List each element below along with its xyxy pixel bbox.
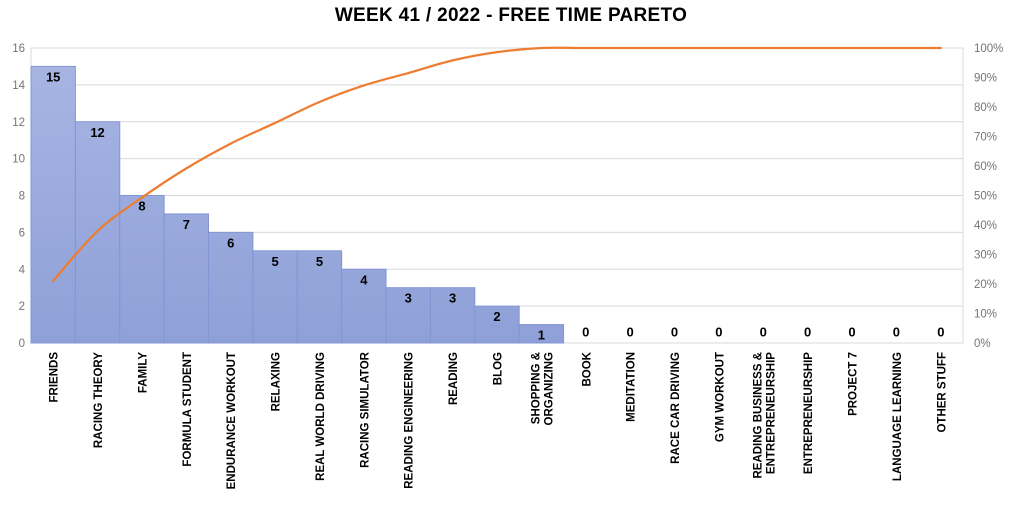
category-label-racing-simulator: RACING SIMULATOR bbox=[359, 351, 371, 468]
bar-formula-student[interactable] bbox=[163, 213, 210, 344]
category-label-meditation: MEDITATION bbox=[626, 352, 638, 422]
data-label-language-learning: 0 bbox=[893, 325, 900, 340]
left-axis-tick: 6 bbox=[19, 227, 25, 239]
bar-real-world-driving[interactable] bbox=[296, 250, 343, 344]
data-label-family: 8 bbox=[138, 199, 145, 214]
left-axis-tick: 0 bbox=[19, 338, 25, 350]
data-label-meditation: 0 bbox=[627, 325, 634, 340]
category-label-entrepreneurship: ENTREPRENEURSHIP bbox=[803, 352, 815, 474]
category-label-shopping-organizing: SHOPPING & bbox=[530, 352, 542, 424]
data-label-project-7: 0 bbox=[848, 325, 855, 340]
chart-title: WEEK 41 / 2022 - FREE TIME PARETO bbox=[334, 5, 688, 26]
cumulative-percent-line[interactable] bbox=[52, 46, 942, 282]
category-label-language-learning: LANGUAGE LEARNING bbox=[892, 352, 904, 481]
data-label-reading: 3 bbox=[449, 291, 456, 306]
data-label-relaxing: 5 bbox=[271, 254, 278, 269]
category-label-reading-business-entrepreneurship: READING BUSINESS & bbox=[752, 352, 764, 479]
left-axis-tick: 2 bbox=[19, 301, 25, 313]
category-label-shopping-organizing: ORGANIZING bbox=[543, 352, 555, 426]
category-label-family: FAMILY bbox=[137, 352, 149, 393]
category-label-blog: BLOG bbox=[493, 352, 505, 385]
bar-shopping-organizing[interactable] bbox=[518, 324, 565, 344]
bar-endurance-workout[interactable] bbox=[208, 231, 254, 344]
category-label-project-7: PROJECT 7 bbox=[848, 352, 860, 416]
right-axis-tick: 30% bbox=[974, 250, 997, 262]
data-label-gym-workout: 0 bbox=[715, 325, 722, 340]
right-axis-tick: 0% bbox=[974, 338, 991, 350]
category-label-friends: FRIENDS bbox=[49, 352, 61, 403]
category-label-reading-business-entrepreneurship: ENTREPRENEURSHIP bbox=[765, 352, 777, 474]
left-axis-tick: 4 bbox=[19, 264, 26, 276]
category-label-endurance-workout: ENDURANCE WORKOUT bbox=[226, 352, 238, 489]
right-axis-tick: 20% bbox=[974, 279, 997, 291]
right-axis-tick: 80% bbox=[974, 102, 997, 114]
right-axis-tick: 90% bbox=[974, 73, 997, 85]
right-axis-tick: 10% bbox=[974, 309, 997, 321]
category-label-reading-engineering: READING ENGINEERING bbox=[404, 352, 416, 489]
bar-racing-simulator[interactable] bbox=[341, 268, 387, 344]
category-label-other-stuff: OTHER STUFF bbox=[936, 352, 948, 433]
category-label-book: BOOK bbox=[581, 351, 593, 386]
left-axis-tick: 12 bbox=[12, 117, 25, 129]
data-label-book: 0 bbox=[582, 325, 589, 340]
category-label-relaxing: RELAXING bbox=[271, 352, 283, 411]
data-label-other-stuff: 0 bbox=[937, 325, 944, 340]
left-axis-tick: 10 bbox=[12, 154, 25, 166]
right-axis-tick: 50% bbox=[974, 191, 997, 203]
left-axis-tick: 8 bbox=[19, 191, 25, 203]
data-label-shopping-organizing: 1 bbox=[538, 328, 545, 343]
data-label-endurance-workout: 6 bbox=[227, 235, 234, 250]
data-label-reading-business-entrepreneurship: 0 bbox=[760, 325, 767, 340]
right-axis-tick: 40% bbox=[974, 220, 997, 232]
category-label-racing-theory: RACING THEORY bbox=[93, 352, 105, 448]
bar-family[interactable] bbox=[119, 195, 165, 344]
bar-relaxing[interactable] bbox=[252, 250, 298, 344]
right-axis-tick: 70% bbox=[974, 132, 997, 144]
category-label-gym-workout: GYM WORKOUT bbox=[714, 352, 726, 442]
category-label-race-car-driving: RACE CAR DRIVING bbox=[670, 352, 682, 464]
category-label-formula-student: FORMULA STUDENT bbox=[182, 352, 194, 467]
data-label-blog: 2 bbox=[493, 309, 500, 324]
data-label-racing-theory: 12 bbox=[90, 125, 104, 140]
right-axis-tick: 100% bbox=[974, 43, 1003, 55]
left-axis-tick: 14 bbox=[12, 80, 25, 92]
bar-reading[interactable] bbox=[429, 287, 476, 344]
bar-reading-engineering[interactable] bbox=[385, 287, 431, 344]
bar-friends[interactable] bbox=[30, 65, 76, 344]
category-label-real-world-driving: REAL WORLD DRIVING bbox=[315, 352, 327, 481]
left-axis-tick: 16 bbox=[12, 43, 25, 55]
data-label-entrepreneurship: 0 bbox=[804, 325, 811, 340]
data-label-race-car-driving: 0 bbox=[671, 325, 678, 340]
data-label-racing-simulator: 4 bbox=[360, 272, 368, 287]
data-label-friends: 15 bbox=[46, 69, 60, 84]
right-axis-tick: 60% bbox=[974, 161, 997, 173]
data-label-reading-engineering: 3 bbox=[405, 291, 412, 306]
data-label-real-world-driving: 5 bbox=[316, 254, 323, 269]
data-label-formula-student: 7 bbox=[183, 217, 190, 232]
category-label-reading: READING bbox=[448, 352, 460, 405]
